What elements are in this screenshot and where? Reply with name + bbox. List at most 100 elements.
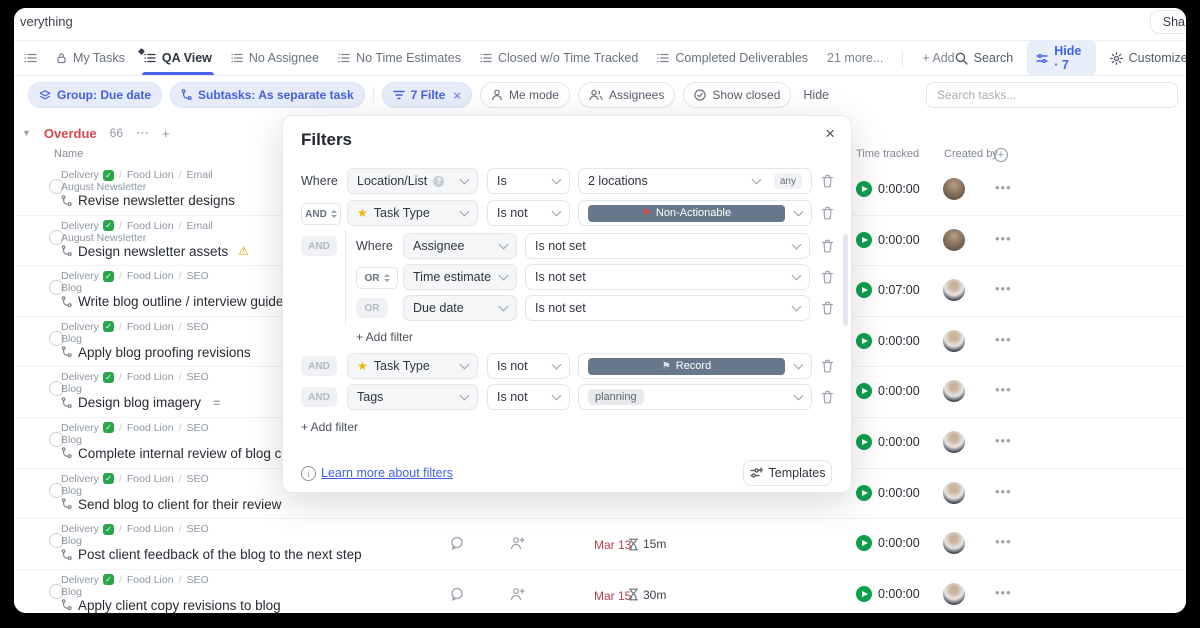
avatar[interactable] [943, 329, 965, 352]
tab-my-tasks[interactable]: My Tasks [56, 41, 125, 75]
operator-dropdown[interactable]: Is not [487, 353, 570, 379]
project-name[interactable]: Blog [61, 282, 83, 295]
subtasks-chip[interactable]: Subtasks: As separate task [170, 82, 365, 108]
field-dropdown-task-type[interactable]: ★ Task Type [347, 200, 478, 226]
play-timer-icon[interactable] [856, 383, 872, 400]
field-dropdown-location[interactable]: Location/List? [347, 168, 478, 194]
add-filter-button[interactable]: + Add filter [301, 420, 359, 434]
task-status-circle[interactable] [49, 280, 64, 296]
value-dropdown[interactable]: Is not set [525, 233, 810, 259]
more-views-button[interactable]: 21 more... [827, 51, 884, 65]
breadcrumb[interactable]: Delivery ✓ / Food Lion / SEO [61, 270, 209, 283]
task-name[interactable]: Post client feedback of the blog to the … [61, 547, 362, 562]
operator-dropdown[interactable]: Is not [487, 384, 570, 410]
task-status-circle[interactable] [49, 381, 64, 397]
project-name[interactable]: Blog [61, 383, 83, 396]
play-timer-icon[interactable] [856, 484, 872, 501]
project-name[interactable]: Blog [61, 332, 83, 345]
task-name[interactable]: Send blog to client for their review [61, 497, 281, 512]
collapse-caret-icon[interactable]: ▼ [22, 128, 31, 138]
modal-scrollbar[interactable] [843, 234, 848, 326]
assign-person-icon[interactable] [510, 587, 525, 601]
trash-icon[interactable] [821, 174, 834, 188]
time-tracked-value[interactable]: 0:00:00 [878, 182, 920, 196]
time-tracked-value[interactable]: 0:00:00 [878, 232, 920, 247]
hide-button[interactable]: Hide [803, 88, 830, 102]
time-tracked-value[interactable]: 0:00:00 [878, 536, 920, 551]
avatar[interactable] [943, 532, 965, 555]
time-estimate[interactable]: 15m [628, 537, 666, 551]
tab-closed-wo-time-tracked[interactable]: Closed w/o Time Tracked [480, 41, 638, 75]
play-timer-icon[interactable] [856, 585, 872, 602]
field-dropdown-due-date[interactable]: Due date [403, 295, 517, 321]
share-button[interactable]: Sha [1149, 10, 1186, 34]
field-dropdown-assignee[interactable]: Assignee [403, 233, 517, 259]
task-name[interactable]: Complete internal review of blog co [61, 446, 289, 461]
trash-icon[interactable] [821, 270, 834, 284]
assignees-chip[interactable]: Assignees [577, 82, 676, 108]
row-menu-icon[interactable]: ••• [995, 230, 1012, 246]
group-add-icon[interactable]: + [162, 125, 170, 141]
group-menu-icon[interactable]: ⋯ [136, 125, 150, 140]
time-tracked-value[interactable]: 0:00:00 [878, 333, 920, 348]
value-dropdown[interactable]: Is not set [525, 264, 810, 290]
field-dropdown-tags[interactable]: Tags [347, 384, 478, 410]
avatar[interactable] [943, 582, 965, 605]
due-date[interactable]: Mar 13 [594, 538, 632, 553]
col-name[interactable]: Name [54, 148, 84, 160]
tab-qa-view[interactable]: QA View [137, 41, 214, 75]
task-row[interactable]: Delivery ✓ / Food Lion / SEO Blog Apply clien… [14, 569, 1186, 613]
trash-icon[interactable] [821, 390, 834, 404]
time-estimate[interactable]: 30m [628, 588, 666, 602]
breadcrumb[interactable]: Delivery ✓ / Food Lion / Email [61, 219, 213, 232]
search-button[interactable]: Search [955, 51, 1013, 65]
task-name[interactable]: Apply client copy revisions to blog [61, 598, 281, 613]
col-time-tracked[interactable]: Time tracked [856, 148, 920, 160]
row-menu-icon[interactable]: ••• [995, 483, 1012, 499]
time-tracked-value[interactable]: 0:00:00 [878, 384, 920, 399]
task-row[interactable]: Delivery ✓ / Food Lion / SEO Blog Post client… [14, 519, 1186, 570]
tab-no-time-estimates[interactable]: No Time Estimates [338, 41, 461, 75]
row-menu-icon[interactable]: ••• [995, 331, 1012, 347]
task-row[interactable]: Delivery ✓ / Food Lion / SEO Blog Send blog t… [14, 468, 1186, 520]
field-dropdown-task-type[interactable]: ★ Task Type [347, 353, 478, 379]
avatar[interactable] [943, 380, 965, 403]
time-tracked-value[interactable]: 0:07:00 [878, 283, 920, 298]
time-tracked-value[interactable]: 0:00:00 [878, 586, 920, 601]
customize-button[interactable]: Customize [1109, 51, 1186, 65]
project-name[interactable]: Blog [61, 484, 83, 497]
views-list-icon[interactable] [24, 52, 37, 64]
me-mode-chip[interactable]: Me mode [479, 82, 570, 108]
row-menu-icon[interactable]: ••• [995, 584, 1012, 600]
operator-dropdown[interactable]: Is not [487, 200, 570, 226]
project-name[interactable]: Blog [61, 535, 83, 548]
close-icon[interactable]: × [825, 124, 835, 143]
breadcrumb[interactable]: Delivery ✓ / Food Lion / Email [61, 169, 213, 181]
row-menu-icon[interactable]: ••• [995, 432, 1012, 448]
breadcrumb[interactable]: Delivery ✓ / Food Lion / SEO [61, 421, 209, 434]
group-add-filter-button[interactable]: + Add filter [356, 330, 414, 344]
avatar[interactable] [943, 228, 965, 251]
clear-filters-icon[interactable]: × [453, 87, 461, 103]
task-name[interactable]: Write blog outline / interview guide [61, 294, 283, 309]
play-timer-icon[interactable] [856, 332, 872, 349]
learn-more-link[interactable]: Learn more about filters [321, 466, 454, 480]
trash-icon[interactable] [821, 239, 834, 253]
breadcrumb[interactable]: Delivery ✓ / Food Lion / SEO [61, 523, 209, 536]
task-status-circle[interactable] [49, 431, 64, 447]
due-date[interactable]: Mar 15 [594, 588, 632, 603]
comment-icon[interactable] [450, 587, 464, 601]
play-timer-icon[interactable] [856, 433, 872, 450]
row-menu-icon[interactable]: ••• [995, 534, 1012, 550]
show-closed-chip[interactable]: Show closed [683, 82, 792, 108]
templates-button[interactable]: Templates [743, 460, 832, 486]
search-tasks-input[interactable]: Search tasks... [926, 82, 1178, 108]
avatar[interactable] [943, 430, 965, 453]
trash-icon[interactable] [821, 206, 834, 220]
comment-icon[interactable] [450, 536, 464, 550]
row-menu-icon[interactable]: ••• [995, 382, 1012, 398]
join-operator-and[interactable]: AND [301, 203, 341, 225]
project-name[interactable]: August Newsletter [61, 181, 147, 193]
task-name[interactable]: Design blog imagery = [61, 395, 220, 410]
task-status-circle[interactable] [49, 533, 64, 549]
